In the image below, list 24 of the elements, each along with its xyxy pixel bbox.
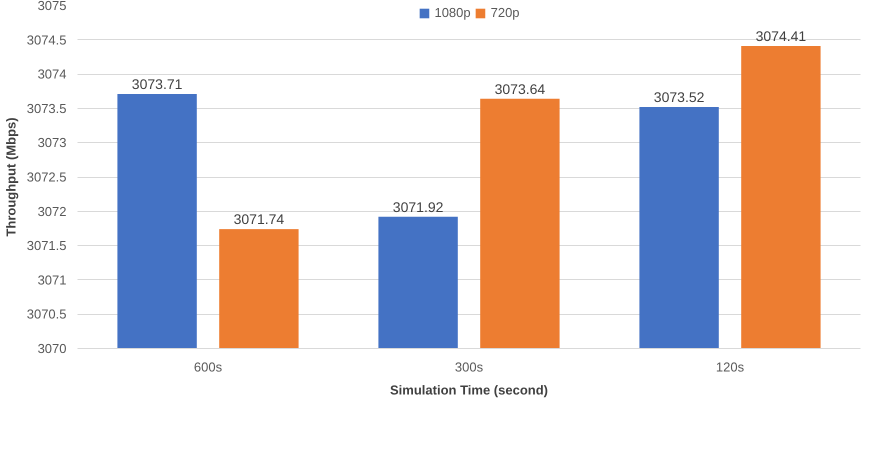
- data-label: 3071.74: [234, 211, 284, 228]
- y-axis-title: Throughput (Mbps): [4, 117, 19, 237]
- data-label: 3074.41: [756, 28, 806, 44]
- y-tick-label: 3075: [38, 0, 66, 13]
- data-label: 3073.64: [494, 80, 546, 97]
- y-tick-label: 3070: [38, 341, 66, 356]
- legend-label: 720p: [490, 5, 520, 20]
- y-tick-label: 3074: [38, 66, 66, 82]
- data-label: 3073.52: [654, 89, 705, 106]
- y-tick-label: 3072.5: [26, 170, 67, 184]
- data-label: 3073.71: [132, 76, 183, 92]
- y-tick-label: 3071: [38, 272, 66, 288]
- x-tick-label: 300s: [454, 360, 484, 374]
- y-tick-label: 3072: [38, 204, 66, 219]
- y-tick-label: 3073: [38, 135, 66, 150]
- y-tick-label: 3074.5: [26, 32, 67, 48]
- y-tick-label: 3073.5: [26, 100, 67, 116]
- legend-label: 1080p: [434, 5, 471, 20]
- x-tick-label: 600s: [194, 360, 223, 374]
- y-tick-label: 3070.5: [26, 306, 67, 322]
- data-label: 3071.92: [392, 198, 444, 215]
- x-axis-title: Simulation Time (second): [390, 382, 548, 398]
- x-tick-label: 120s: [716, 360, 745, 374]
- y-tick-label: 3071.5: [26, 238, 67, 254]
